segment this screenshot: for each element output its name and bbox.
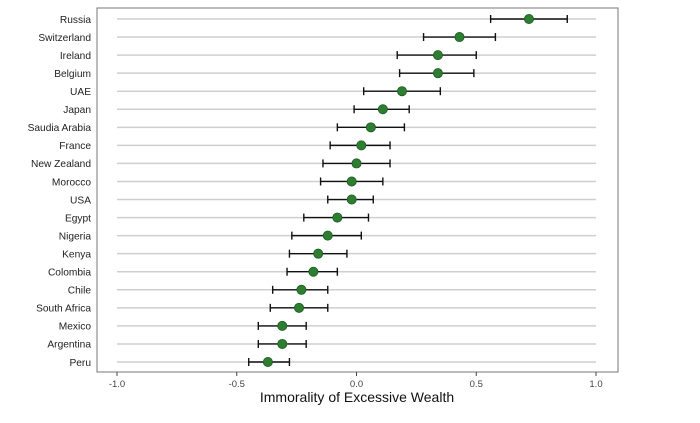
xtick-label: 0.5	[470, 379, 483, 390]
ytick-label-switzerland: Switzerland	[38, 33, 91, 44]
point-new-zealand	[351, 158, 362, 169]
point-egypt	[332, 212, 343, 223]
point-uae	[397, 86, 408, 97]
ytick-label-belgium: Belgium	[54, 69, 91, 80]
xtick-label: -0.5	[229, 379, 245, 390]
ytick-label-kenya: Kenya	[62, 249, 91, 260]
point-russia	[523, 13, 534, 24]
point-kenya	[313, 248, 324, 259]
point-mexico	[277, 320, 288, 331]
point-morocco	[346, 176, 357, 187]
xtick-label: 1.0	[589, 379, 602, 390]
point-nigeria	[322, 230, 333, 241]
ytick-label-peru: Peru	[69, 358, 91, 369]
xtick-label: -1.0	[109, 379, 125, 390]
ytick-label-colombia: Colombia	[48, 268, 91, 279]
point-switzerland	[454, 32, 465, 43]
point-argentina	[277, 338, 288, 349]
ytick-label-morocco: Morocco	[52, 177, 91, 188]
ytick-label-ireland: Ireland	[60, 51, 91, 62]
point-chile	[296, 284, 307, 295]
point-ireland	[432, 50, 443, 61]
ytick-label-south-africa: South Africa	[36, 304, 91, 315]
ytick-label-uae: UAE	[70, 87, 91, 98]
x-axis-title: Immorality of Excessive Wealth	[260, 389, 454, 405]
ytick-label-mexico: Mexico	[59, 322, 92, 333]
ytick-label-usa: USA	[70, 195, 91, 206]
ytick-label-egypt: Egypt	[65, 213, 91, 224]
ytick-label-saudia-arabia: Saudia Arabia	[28, 123, 92, 134]
point-france	[356, 140, 367, 151]
ytick-label-new-zealand: New Zealand	[31, 159, 91, 170]
point-south-africa	[294, 302, 305, 313]
point-belgium	[432, 68, 443, 79]
ytick-label-argentina: Argentina	[47, 340, 91, 351]
ytick-label-russia: Russia	[60, 15, 91, 26]
point-peru	[262, 356, 273, 367]
point-japan	[377, 104, 388, 115]
ytick-label-nigeria: Nigeria	[59, 231, 92, 242]
ytick-label-japan: Japan	[63, 105, 91, 116]
ytick-label-france: France	[59, 141, 91, 152]
plot-panel-border	[96, 7, 619, 373]
point-usa	[346, 194, 357, 205]
ytick-label-chile: Chile	[68, 286, 92, 297]
xtick-label: 0.0	[350, 379, 363, 390]
point-saudia-arabia	[365, 122, 376, 133]
point-colombia	[308, 266, 319, 277]
